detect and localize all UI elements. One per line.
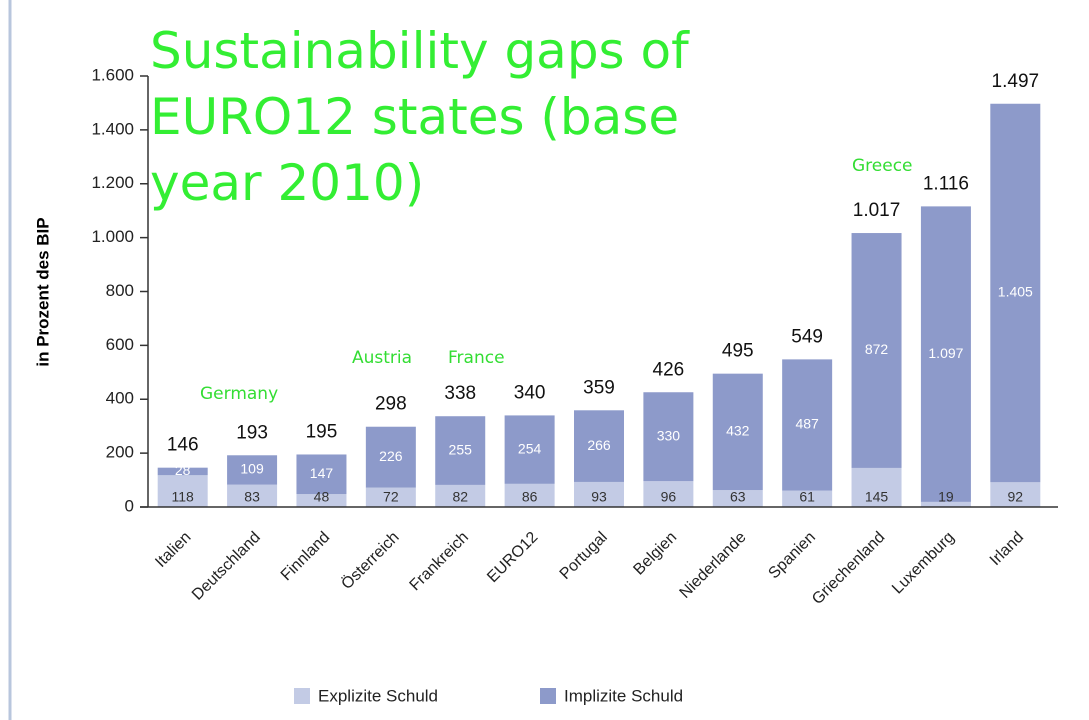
annotation: Greece — [852, 156, 913, 176]
segment-label: 28 — [175, 462, 191, 478]
total-label: 359 — [583, 377, 615, 398]
x-tick-label: Irland — [987, 529, 1027, 569]
segment-label: 872 — [865, 341, 889, 357]
bar-segment — [643, 392, 694, 482]
x-tick-label: Frankreich — [407, 529, 472, 594]
bar-segment — [157, 475, 208, 507]
total-label: 1.116 — [923, 173, 969, 194]
bar-segment — [851, 233, 902, 468]
bar-segment — [920, 501, 971, 507]
bar-segment — [365, 426, 416, 488]
x-tick-label: Österreich — [338, 528, 403, 593]
y-tick-label: 1.600 — [91, 65, 134, 84]
legend-label: Implizite Schuld — [564, 686, 683, 705]
segment-label: 92 — [1008, 489, 1024, 505]
legend-label: Explizite Schuld — [318, 686, 438, 705]
x-tick-label: Portugal — [557, 529, 611, 583]
total-label: 1.017 — [853, 200, 901, 221]
segment-label: 61 — [799, 489, 815, 505]
total-label: 146 — [167, 435, 199, 456]
segment-label: 1.405 — [998, 284, 1033, 300]
segment-label: 432 — [726, 423, 750, 439]
bar-segment — [574, 410, 624, 482]
segment-label: 226 — [379, 448, 403, 464]
bar-segment — [435, 416, 486, 485]
segment-label: 487 — [795, 416, 819, 432]
x-tick-label: Deutschland — [189, 529, 264, 604]
total-label: 195 — [306, 421, 338, 442]
bar-segment — [643, 481, 694, 507]
segment-label: 82 — [452, 489, 468, 505]
segment-label: 48 — [314, 489, 330, 505]
total-label: 298 — [375, 394, 407, 415]
y-tick-label: 0 — [125, 496, 134, 515]
segment-label: 96 — [661, 489, 677, 505]
y-tick-label: 200 — [106, 443, 134, 462]
y-axis-label: in Prozent des BIP — [33, 217, 52, 366]
bar-segment — [712, 373, 763, 491]
x-tick-label: Griechenland — [809, 529, 888, 608]
total-label: 193 — [236, 422, 268, 443]
bar-segment — [365, 487, 416, 507]
segment-label: 72 — [383, 489, 399, 505]
annotation: France — [448, 348, 505, 368]
chart-title: Sustainability gaps of EURO12 states (ba… — [150, 22, 689, 212]
y-tick-label: 1.200 — [91, 173, 134, 192]
y-tick-label: 800 — [106, 281, 134, 300]
y-tick-label: 400 — [106, 389, 134, 408]
segment-label: 1.097 — [928, 345, 963, 361]
x-tick-label: Italien — [152, 529, 194, 571]
segment-label: 86 — [522, 489, 538, 505]
total-label: 338 — [444, 383, 476, 404]
y-tick-label: 1.000 — [91, 227, 134, 246]
total-label: 549 — [791, 326, 823, 347]
y-tick-label: 1.400 — [91, 119, 134, 138]
segment-label: 255 — [449, 441, 473, 457]
segment-label: 118 — [172, 489, 195, 505]
bar-segment — [574, 481, 624, 507]
x-tick-label: Belgien — [630, 529, 680, 579]
bar-segment — [504, 483, 555, 507]
segment-label: 330 — [657, 427, 681, 443]
segment-label: 83 — [244, 489, 260, 505]
bar-segment — [851, 467, 902, 507]
bar-segment — [227, 455, 278, 485]
segment-label: 19 — [938, 489, 954, 505]
segment-label: 266 — [587, 437, 611, 453]
bar-segment — [227, 484, 278, 507]
bar-segment — [920, 206, 971, 502]
segment-label: 145 — [865, 489, 889, 505]
bar-segment — [435, 484, 486, 507]
segment-label: 93 — [591, 489, 607, 505]
bar-segment — [712, 490, 763, 507]
bar-segment — [782, 359, 833, 491]
bar-segment — [504, 415, 555, 484]
x-tick-label: Niederlande — [677, 529, 750, 602]
bar-segment — [296, 454, 347, 495]
bar-segment — [157, 467, 208, 476]
legend-swatch — [540, 688, 556, 704]
total-label: 426 — [653, 359, 685, 380]
bar-segment — [990, 103, 1041, 483]
legend-swatch — [294, 688, 310, 704]
segment-label: 147 — [310, 465, 334, 481]
total-label: 340 — [514, 382, 546, 403]
segment-label: 109 — [240, 461, 264, 477]
bar-segment — [782, 490, 833, 507]
x-tick-label: Luxemburg — [889, 529, 958, 598]
total-label: 495 — [722, 341, 754, 362]
x-tick-label: Spanien — [765, 529, 819, 583]
total-label: 1.497 — [992, 71, 1040, 92]
bar-segment — [296, 494, 347, 507]
y-tick-label: 600 — [106, 335, 134, 354]
x-tick-label: EURO12 — [484, 529, 541, 586]
annotation: Austria — [352, 348, 412, 368]
bar-segment — [990, 482, 1041, 507]
annotation: Germany — [200, 384, 278, 404]
segment-label: 254 — [518, 440, 542, 456]
x-tick-label: Finnland — [278, 529, 333, 584]
segment-label: 63 — [730, 489, 746, 505]
